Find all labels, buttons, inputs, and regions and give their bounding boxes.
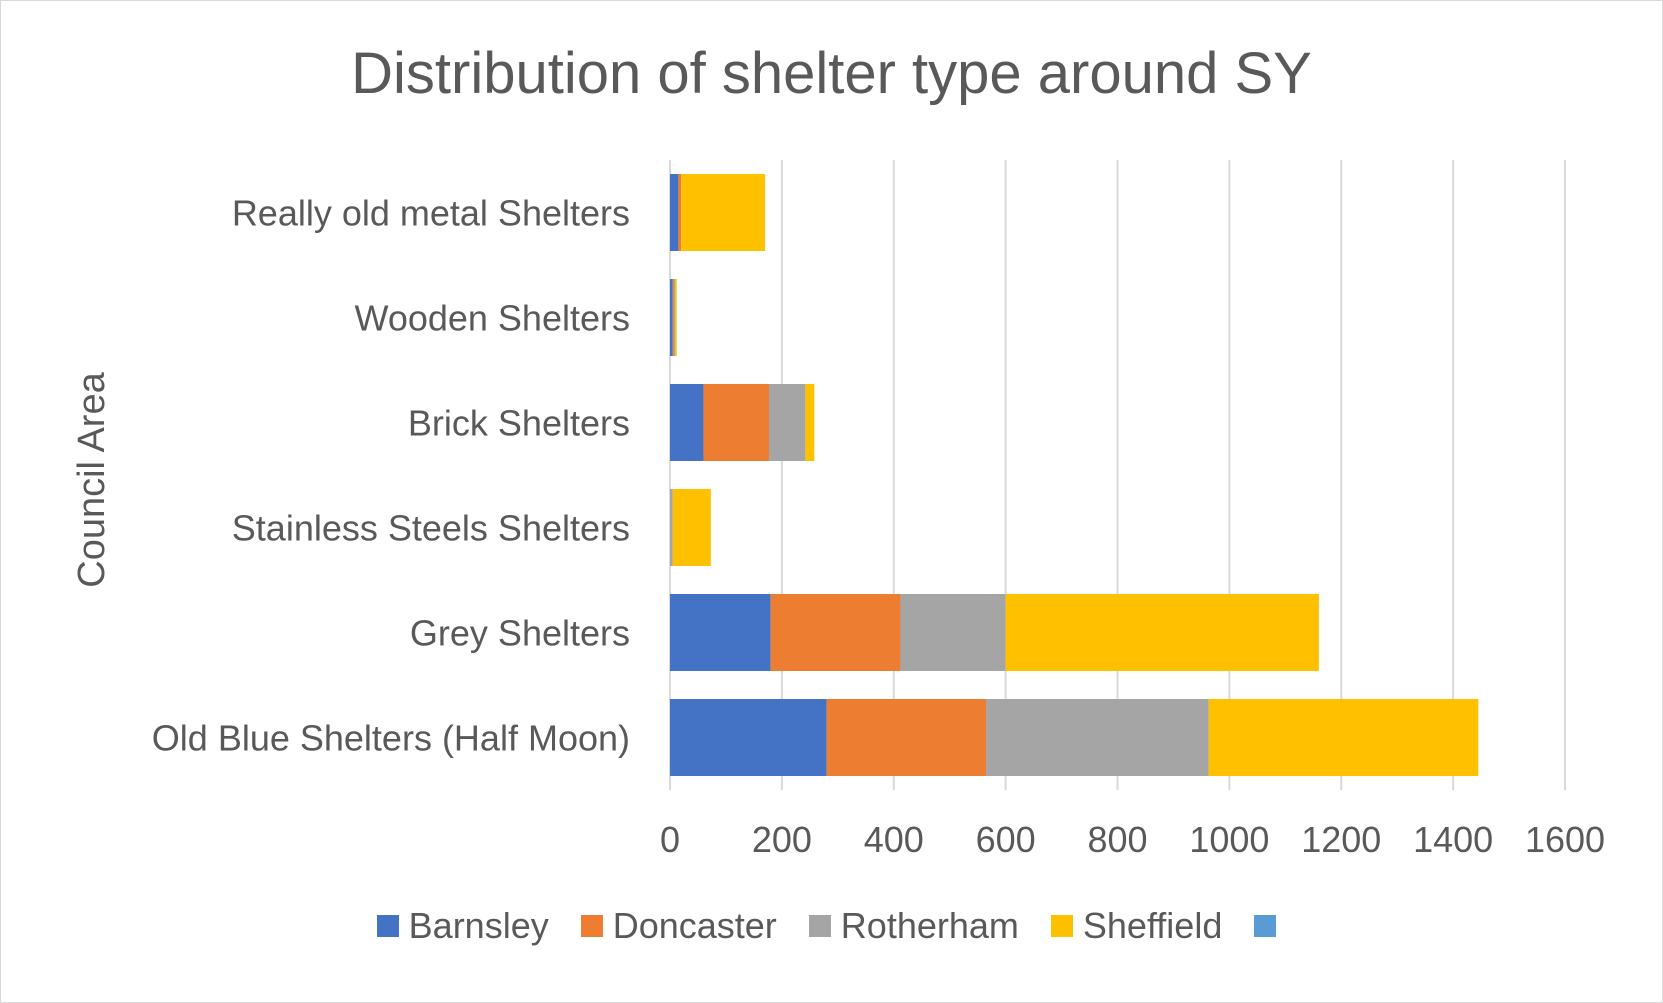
category-label: Wooden Shelters	[354, 298, 630, 339]
bar-segment	[1005, 594, 1319, 671]
category-label: Brick Shelters	[408, 403, 630, 444]
bar-segment	[769, 384, 806, 461]
bar-segment	[703, 384, 770, 461]
bar-segment	[1208, 699, 1479, 776]
legend-label: Doncaster	[612, 905, 777, 946]
y-axis-category-labels: Old Blue Shelters (Half Moon) Grey Shelte…	[152, 193, 630, 759]
gridlines	[669, 160, 1566, 790]
bar-segment	[805, 384, 815, 461]
category-label: Really old metal Shelters	[232, 193, 630, 234]
x-tick-label: 600	[976, 819, 1036, 860]
bar-segment	[672, 489, 711, 566]
bar-segment	[670, 279, 673, 356]
legend-item: Barnsley	[376, 905, 549, 947]
legend-item	[1254, 915, 1286, 937]
bar-segment	[900, 594, 1006, 671]
x-tick-label: 1400	[1413, 819, 1493, 860]
legend-item: Rotherham	[808, 905, 1019, 947]
bar-segment	[826, 699, 987, 776]
bar-segment	[670, 384, 704, 461]
y-axis-title: Council Area	[71, 371, 113, 587]
legend-label: Sheffield	[1082, 905, 1223, 946]
legend-item: Sheffield	[1050, 905, 1223, 947]
bar-segment	[986, 699, 1209, 776]
bar-segment	[670, 489, 673, 566]
legend-item: Doncaster	[580, 905, 777, 947]
chart-title: Distribution of shelter type around SY	[351, 41, 1312, 106]
bar-segment	[673, 279, 676, 356]
bar-segment	[678, 174, 682, 251]
legend-swatch	[376, 915, 399, 937]
x-tick-label: 1600	[1525, 819, 1605, 860]
bar-segment	[670, 594, 771, 671]
bar-segment	[670, 699, 827, 776]
legend-swatch	[1254, 915, 1277, 937]
legend-label: Rotherham	[840, 905, 1019, 946]
category-label: Stainless Steels Shelters	[232, 508, 630, 549]
bar-segment	[672, 279, 674, 356]
legend-swatch	[808, 915, 831, 937]
x-tick-label: 400	[864, 819, 924, 860]
bar-segment	[670, 174, 679, 251]
bar-segment	[770, 594, 901, 671]
legend-label: Barnsley	[408, 905, 549, 946]
bar-segment	[681, 174, 766, 251]
category-label: Old Blue Shelters (Half Moon)	[152, 718, 630, 759]
x-tick-label: 0	[660, 819, 680, 860]
category-label: Grey Shelters	[410, 613, 630, 654]
x-tick-label: 800	[1087, 819, 1147, 860]
legend: Barnsley Doncaster Rotherham Sheffield	[0, 905, 1663, 947]
bar-segment	[675, 279, 677, 356]
legend-swatch	[1050, 915, 1073, 937]
x-axis-ticks: 0 200 400 600 800 1000 1200 1400 1600	[660, 819, 1605, 860]
legend-swatch	[580, 915, 603, 937]
x-tick-label: 1000	[1189, 819, 1269, 860]
x-tick-label: 200	[752, 819, 812, 860]
bars	[670, 174, 1479, 776]
x-tick-label: 1200	[1301, 819, 1381, 860]
